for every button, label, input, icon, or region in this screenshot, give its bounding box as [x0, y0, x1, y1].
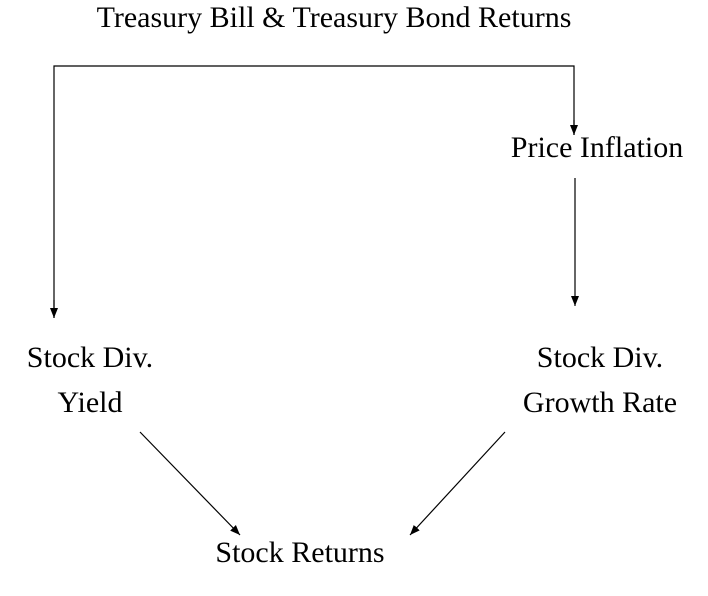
node-label: Yield — [58, 386, 123, 419]
node-label: Stock Div. — [537, 341, 663, 374]
node-label: Price Inflation — [511, 131, 683, 164]
node-label: Stock Div. — [27, 341, 153, 374]
connector — [53, 65, 575, 318]
node-label: Treasury Bill & Treasury Bond Returns — [97, 1, 572, 34]
node-label: Stock Returns — [215, 536, 384, 569]
arrow — [409, 431, 506, 536]
arrow — [139, 431, 241, 536]
node-label: Growth Rate — [523, 386, 677, 419]
